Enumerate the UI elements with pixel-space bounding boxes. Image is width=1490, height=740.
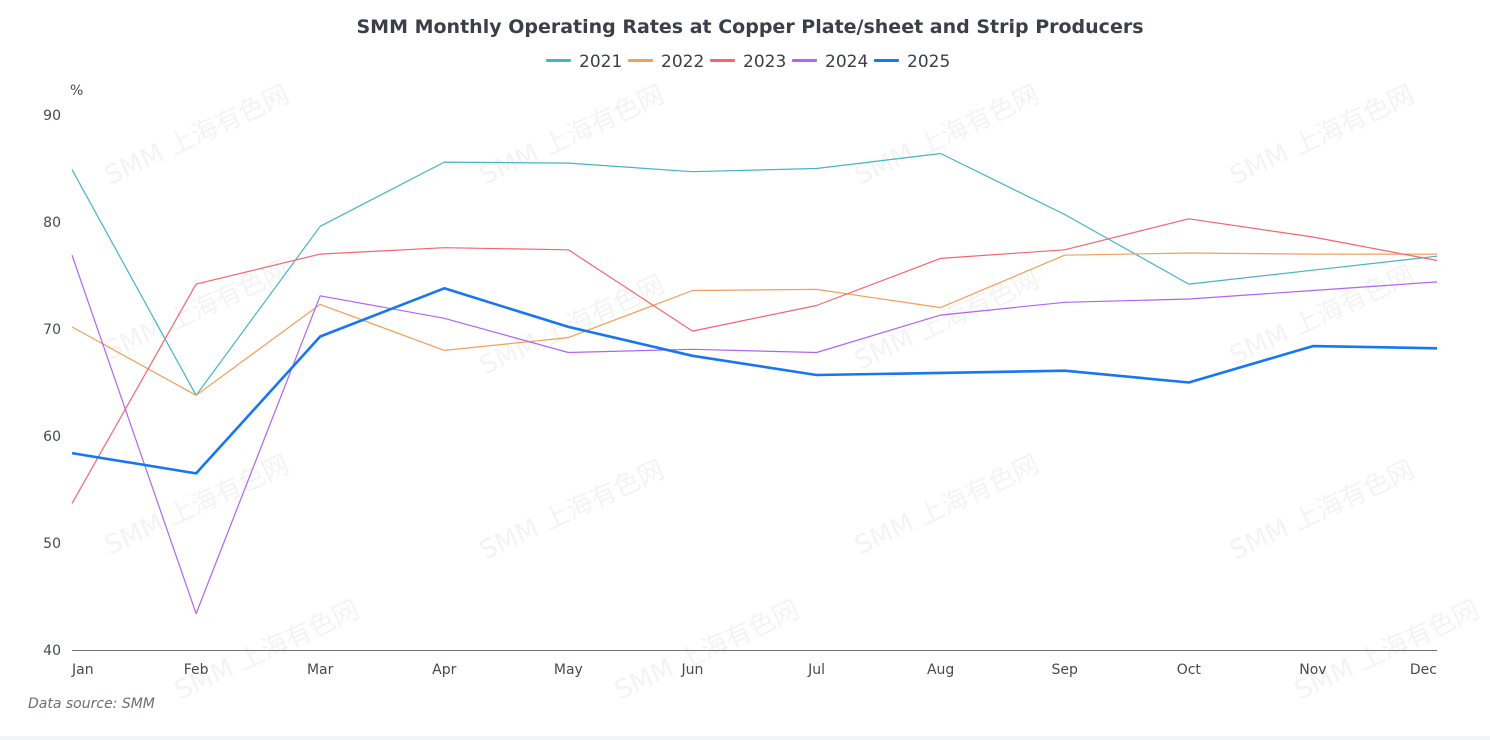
legend-swatch bbox=[792, 59, 817, 62]
legend-label: 2021 bbox=[579, 52, 622, 72]
watermark-text: SMM 上海有色网 bbox=[1225, 455, 1419, 567]
legend-label: 2022 bbox=[661, 52, 704, 72]
watermarks: SMM 上海有色网 SMM 上海有色网 SMM 上海有色网 SMM 上海有色网 SMM … bbox=[100, 80, 1484, 707]
watermark-text: SMM 上海有色网 bbox=[850, 80, 1044, 192]
series-line-2025[interactable] bbox=[71, 286, 1438, 475]
watermark-text: SMM 上海有色网 bbox=[100, 450, 294, 562]
watermark-text: SMM 上海有色网 bbox=[475, 270, 669, 382]
watermark-text: SMM 上海有色网 bbox=[475, 80, 669, 192]
legend-swatch bbox=[710, 59, 735, 62]
legend-label: 2024 bbox=[825, 52, 868, 72]
legend-swatch bbox=[546, 59, 571, 62]
y-axis: 40 50 60 70 80 90 bbox=[43, 108, 61, 659]
series-2021 bbox=[71, 152, 1438, 396]
legend-item-2024[interactable]: 2024 bbox=[792, 52, 868, 72]
y-tick-label: 80 bbox=[43, 215, 61, 231]
x-tick-label: Dec bbox=[1410, 662, 1437, 678]
watermark-text: SMM 上海有色网 bbox=[100, 80, 294, 192]
series-2024 bbox=[71, 255, 1438, 615]
legend-swatch bbox=[874, 59, 899, 62]
y-tick-label: 60 bbox=[43, 429, 61, 445]
legend-item-2021[interactable]: 2021 bbox=[546, 52, 622, 72]
watermark-text: SMM 上海有色网 bbox=[850, 450, 1044, 562]
x-axis: Jan Feb Mar Apr May Jun Jul Aug Sep Oct Nov Dec bbox=[71, 662, 1437, 678]
watermark-text: SMM 上海有色网 bbox=[475, 455, 669, 567]
x-tick-label: Jun bbox=[681, 662, 704, 678]
y-axis-unit-label: % bbox=[70, 83, 83, 99]
watermark-text: SMM 上海有色网 bbox=[100, 255, 294, 367]
legend-item-2022[interactable]: 2022 bbox=[628, 52, 704, 72]
legend-label: 2025 bbox=[907, 52, 950, 72]
series-2025 bbox=[71, 286, 1438, 475]
y-tick-label: 50 bbox=[43, 536, 61, 552]
x-tick-label: Jan bbox=[71, 662, 94, 678]
x-tick-label: Sep bbox=[1052, 662, 1079, 678]
legend-label: 2023 bbox=[743, 52, 786, 72]
legend: 2021 2022 2023 2024 2025 bbox=[546, 52, 950, 72]
series-line-2024[interactable] bbox=[71, 255, 1438, 615]
watermark-text: SMM 上海有色网 bbox=[1225, 80, 1419, 192]
series-line-2021[interactable] bbox=[71, 152, 1438, 396]
series-line-2023[interactable] bbox=[71, 218, 1438, 504]
x-tick-label: Nov bbox=[1299, 662, 1326, 678]
series-2022 bbox=[71, 252, 1437, 396]
x-tick-label: Apr bbox=[432, 662, 456, 678]
series-lines bbox=[71, 152, 1438, 615]
y-tick-label: 40 bbox=[43, 643, 61, 659]
series-2023 bbox=[71, 218, 1438, 504]
x-tick-label: Feb bbox=[184, 662, 209, 678]
x-tick-label: Jul bbox=[807, 662, 825, 678]
series-line-2022[interactable] bbox=[71, 252, 1437, 396]
x-tick-label: Mar bbox=[307, 662, 334, 678]
y-tick-label: 70 bbox=[43, 322, 61, 338]
bottom-divider bbox=[0, 736, 1490, 740]
x-tick-label: Aug bbox=[927, 662, 954, 678]
legend-item-2023[interactable]: 2023 bbox=[710, 52, 786, 72]
x-tick-label: May bbox=[554, 662, 583, 678]
legend-item-2025[interactable]: 2025 bbox=[874, 52, 950, 72]
data-source-note: Data source: SMM bbox=[28, 696, 155, 712]
legend-swatch bbox=[628, 59, 653, 62]
x-tick-label: Oct bbox=[1177, 662, 1202, 678]
y-tick-label: 90 bbox=[43, 108, 61, 124]
chart-title: SMM Monthly Operating Rates at Copper Pl… bbox=[356, 16, 1143, 38]
